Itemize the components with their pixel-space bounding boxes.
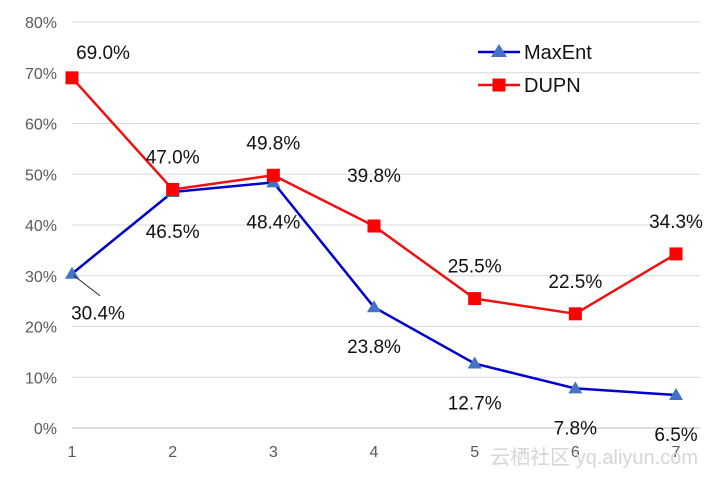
x-tick-label: 4 (370, 444, 379, 461)
legend: MaxEnt DUPN (478, 42, 592, 97)
maxent-marker (467, 356, 482, 369)
series-dupn: 69.0% 47.0% 49.8% 39.8% 25.5% 22.5% 34.3% (65, 43, 703, 321)
legend-marker (492, 78, 506, 92)
dupn-marker (65, 71, 79, 85)
y-tick-label: 50% (25, 167, 57, 184)
legend-marker (491, 44, 507, 57)
dupn-marker (166, 182, 180, 196)
dupn-marker (367, 219, 381, 233)
maxent-data-label: 46.5% (146, 222, 200, 243)
x-axis-ticks: 1 2 3 4 5 6 7 (68, 444, 681, 461)
dupn-data-label: 39.8% (347, 166, 401, 187)
maxent-data-label: 30.4% (71, 304, 125, 325)
series-layer: 30.4% 46.5% 48.4% 23.8% 12.7% 7.8% 6.5% 69.0% 47… (65, 43, 703, 446)
dupn-data-label: 25.5% (448, 257, 502, 278)
dupn-data-label: 47.0% (146, 147, 200, 168)
dupn-data-label: 34.3% (649, 212, 703, 233)
maxent-marker (568, 381, 583, 394)
dupn-marker (266, 168, 280, 182)
x-tick-label: 2 (168, 444, 177, 461)
series-maxent: 30.4% 46.5% 48.4% 23.8% 12.7% 7.8% 6.5% (65, 175, 698, 446)
x-tick-label: 5 (470, 444, 479, 461)
legend-label: DUPN (524, 75, 581, 97)
dupn-marker (568, 307, 582, 321)
maxent-data-label: 7.8% (554, 418, 597, 439)
legend-label: MaxEnt (524, 42, 592, 64)
maxent-data-label: 48.4% (246, 212, 300, 233)
legend-item-maxent: MaxEnt (478, 42, 592, 64)
y-tick-label: 80% (25, 15, 57, 32)
maxent-marker (65, 266, 79, 279)
x-tick-label: 3 (269, 444, 278, 461)
maxent-label-leader (73, 275, 101, 297)
y-tick-label: 60% (25, 117, 57, 134)
maxent-data-label: 6.5% (654, 425, 697, 446)
legend-item-dupn: DUPN (478, 75, 581, 97)
maxent-data-label: 12.7% (448, 394, 502, 415)
maxent-marker (669, 388, 683, 401)
y-axis-ticks: 0% 10% 20% 30% 40% 50% 60% 70% 80% (25, 15, 57, 438)
x-tick-label: 6 (571, 444, 580, 461)
dupn-data-label: 49.8% (246, 133, 300, 154)
y-tick-label: 70% (25, 66, 57, 83)
maxent-marker (367, 300, 381, 313)
dupn-marker (468, 292, 482, 306)
dupn-data-label: 69.0% (76, 43, 130, 64)
y-tick-label: 40% (25, 218, 57, 235)
dupn-data-label: 22.5% (548, 272, 602, 293)
y-tick-label: 20% (25, 320, 57, 337)
gridlines (72, 21, 700, 429)
watermark-text: 云栖社区 yq.aliyun.com (490, 446, 698, 469)
x-tick-label: 7 (672, 444, 681, 461)
x-tick-label: 1 (68, 444, 77, 461)
dupn-marker (669, 247, 683, 261)
maxent-data-label: 23.8% (347, 337, 401, 358)
y-tick-label: 0% (34, 421, 57, 438)
y-tick-label: 30% (25, 269, 57, 286)
y-tick-label: 10% (25, 370, 57, 387)
